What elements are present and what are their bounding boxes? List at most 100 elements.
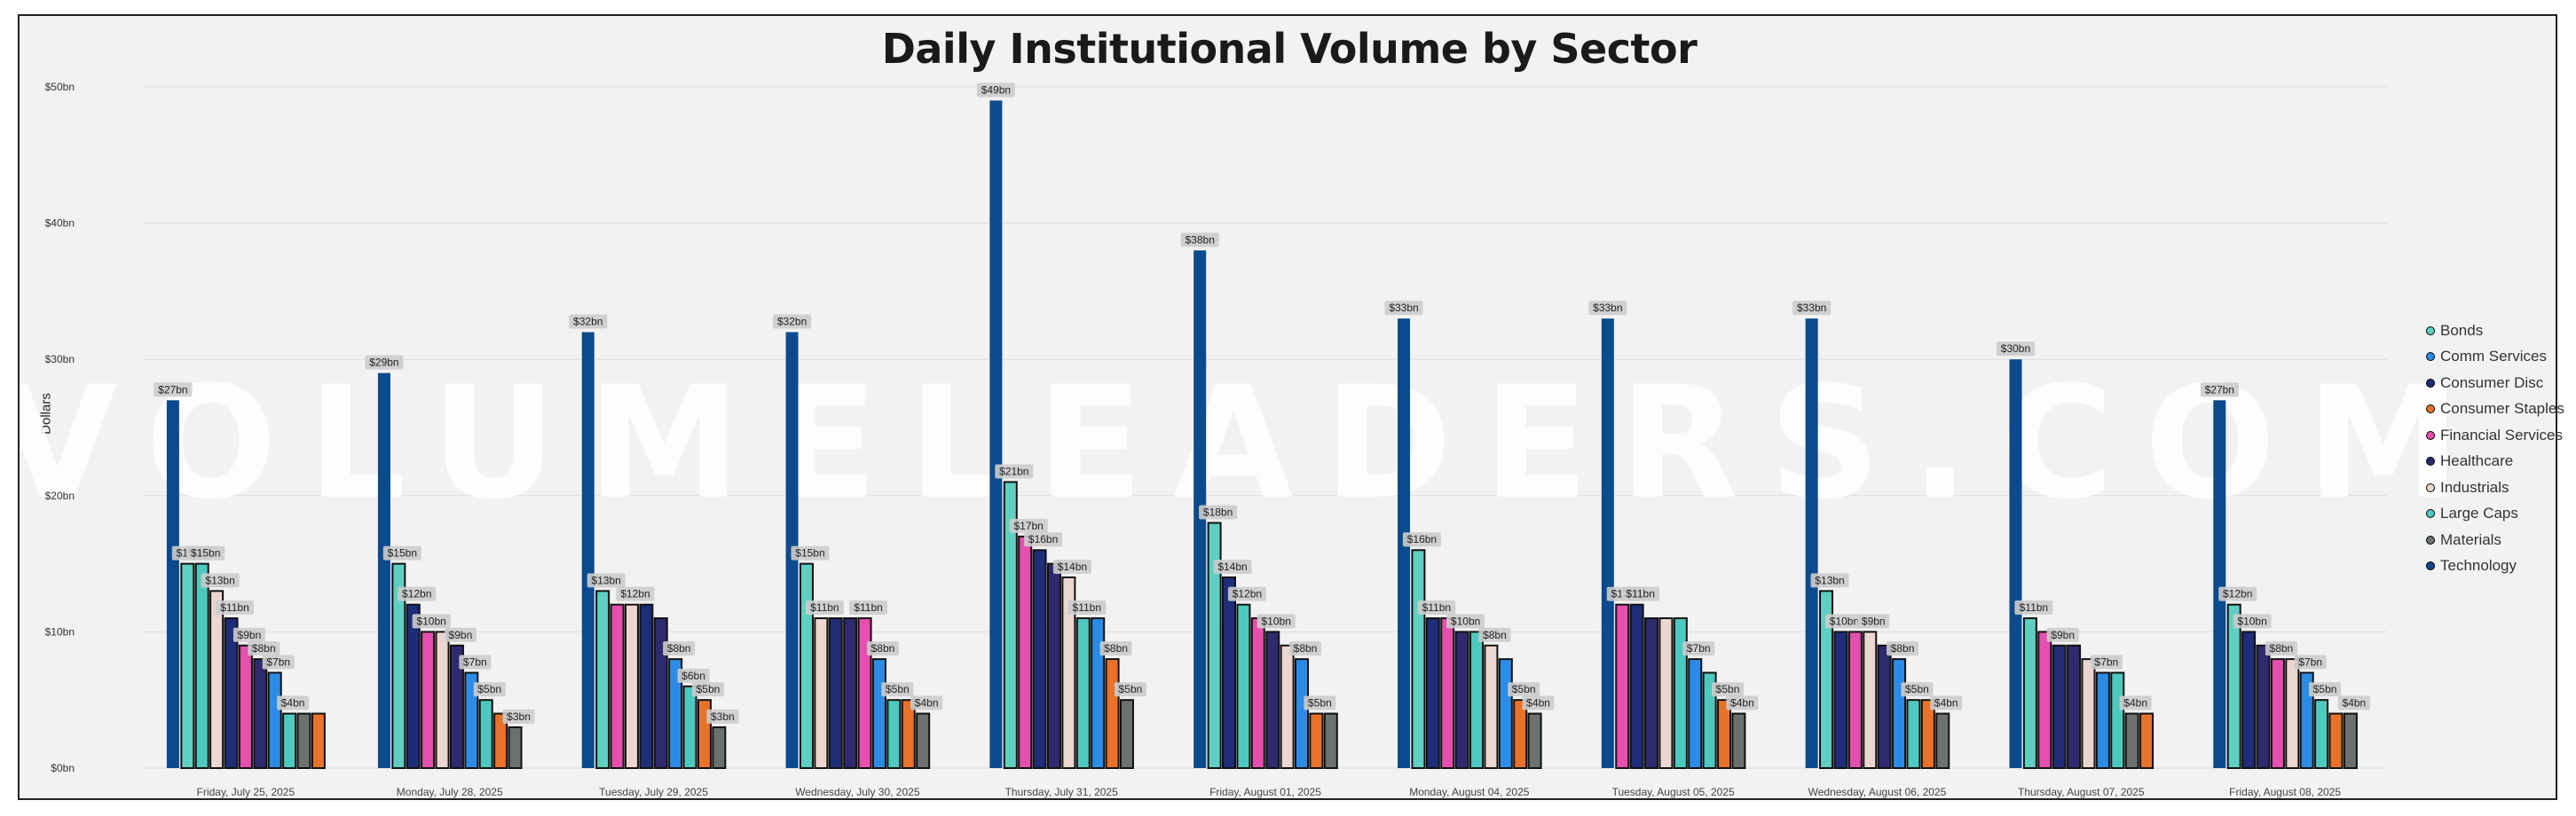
bar[interactable]	[1411, 549, 1426, 769]
bar[interactable]	[1877, 644, 1892, 770]
legend-item[interactable]: Materials	[2426, 527, 2564, 553]
bar[interactable]	[449, 644, 464, 770]
bar[interactable]	[1323, 712, 1338, 769]
bar[interactable]	[180, 562, 195, 769]
bar[interactable]	[682, 685, 697, 770]
bar[interactable]	[2343, 712, 2358, 769]
bar[interactable]	[712, 726, 727, 769]
bar[interactable]	[1601, 318, 1614, 768]
bar[interactable]	[581, 332, 595, 768]
bar[interactable]	[1527, 712, 1542, 769]
bar[interactable]	[1906, 699, 1921, 770]
bar[interactable]	[1236, 603, 1251, 769]
bar[interactable]	[2256, 644, 2271, 770]
bar[interactable]	[1629, 603, 1644, 769]
bar[interactable]	[2226, 603, 2241, 769]
bar[interactable]	[1309, 712, 1324, 769]
bar[interactable]	[1454, 631, 1469, 770]
bar[interactable]	[2081, 658, 2096, 769]
bar[interactable]	[2052, 644, 2067, 770]
bar[interactable]	[2270, 658, 2285, 769]
bar[interactable]	[871, 658, 886, 769]
bar[interactable]	[1250, 617, 1265, 769]
bar[interactable]	[1892, 658, 1907, 769]
bar[interactable]	[901, 699, 916, 770]
bar[interactable]	[1644, 617, 1659, 769]
bar[interactable]	[916, 712, 931, 769]
bar[interactable]	[1075, 617, 1091, 769]
bar[interactable]	[311, 712, 326, 769]
bar[interactable]	[814, 617, 829, 769]
bar[interactable]	[610, 603, 625, 769]
bar[interactable]	[1863, 631, 1878, 770]
bar[interactable]	[1833, 631, 1848, 770]
bar[interactable]	[1425, 617, 1440, 769]
bar[interactable]	[1731, 712, 1746, 769]
bar[interactable]	[1265, 631, 1280, 770]
bar[interactable]	[639, 603, 654, 769]
bar[interactable]	[799, 562, 814, 769]
bar[interactable]	[1717, 699, 1732, 770]
legend-item[interactable]: Consumer Staples	[2426, 396, 2564, 423]
legend-item[interactable]: Financial Services	[2426, 422, 2564, 449]
bar[interactable]	[1513, 699, 1528, 770]
bar[interactable]	[1295, 658, 1309, 769]
bar[interactable]	[166, 400, 179, 768]
bar[interactable]	[1222, 576, 1236, 770]
bar[interactable]	[2037, 631, 2052, 770]
bar[interactable]	[1469, 631, 1485, 770]
bar[interactable]	[1673, 617, 1688, 769]
bar[interactable]	[2067, 644, 2082, 770]
bar[interactable]	[209, 590, 225, 769]
bar[interactable]	[194, 562, 209, 769]
bar[interactable]	[2110, 671, 2125, 769]
bar[interactable]	[1119, 699, 1134, 770]
bar[interactable]	[1805, 318, 1818, 768]
legend-item[interactable]: Consumer Disc	[2426, 370, 2564, 396]
bar[interactable]	[2299, 671, 2314, 769]
bar[interactable]	[1003, 481, 1018, 769]
bar[interactable]	[238, 644, 253, 770]
bar[interactable]	[1018, 535, 1033, 769]
bar[interactable]	[668, 658, 683, 769]
bar[interactable]	[1280, 644, 1295, 770]
bar[interactable]	[1920, 699, 1935, 770]
bar[interactable]	[2139, 712, 2155, 769]
legend-item[interactable]: Comm Services	[2426, 344, 2564, 371]
bar[interactable]	[493, 712, 508, 769]
bar[interactable]	[1440, 617, 1455, 769]
bar[interactable]	[595, 590, 611, 769]
bar[interactable]	[1935, 712, 1950, 769]
bar[interactable]	[2009, 359, 2022, 768]
bar[interactable]	[1207, 522, 1222, 770]
bar[interactable]	[1484, 644, 1499, 770]
bar[interactable]	[857, 617, 872, 769]
bar[interactable]	[377, 373, 390, 768]
bar[interactable]	[1688, 658, 1703, 769]
bar[interactable]	[391, 562, 406, 769]
legend-item[interactable]: Bonds	[2426, 318, 2564, 344]
bar[interactable]	[1615, 603, 1630, 769]
legend-item[interactable]: Industrials	[2426, 475, 2564, 501]
bar[interactable]	[296, 712, 311, 769]
bar[interactable]	[1061, 576, 1076, 770]
bar[interactable]	[1091, 617, 1106, 769]
bar[interactable]	[653, 617, 668, 769]
bar[interactable]	[1658, 617, 1674, 769]
bar[interactable]	[2328, 712, 2344, 769]
bar[interactable]	[1032, 549, 1047, 769]
bar[interactable]	[435, 631, 450, 770]
bar[interactable]	[843, 617, 858, 769]
bar[interactable]	[224, 617, 239, 769]
bar[interactable]	[886, 699, 902, 770]
bar[interactable]	[478, 699, 493, 770]
bar[interactable]	[464, 671, 479, 769]
legend-item[interactable]: Healthcare	[2426, 449, 2564, 475]
bar[interactable]	[2213, 400, 2226, 768]
bar[interactable]	[1819, 590, 1834, 769]
bar[interactable]	[406, 603, 421, 769]
bar[interactable]	[2241, 631, 2257, 770]
legend-item[interactable]: Technology	[2426, 553, 2564, 580]
bar[interactable]	[2314, 699, 2329, 770]
bar[interactable]	[282, 712, 297, 769]
